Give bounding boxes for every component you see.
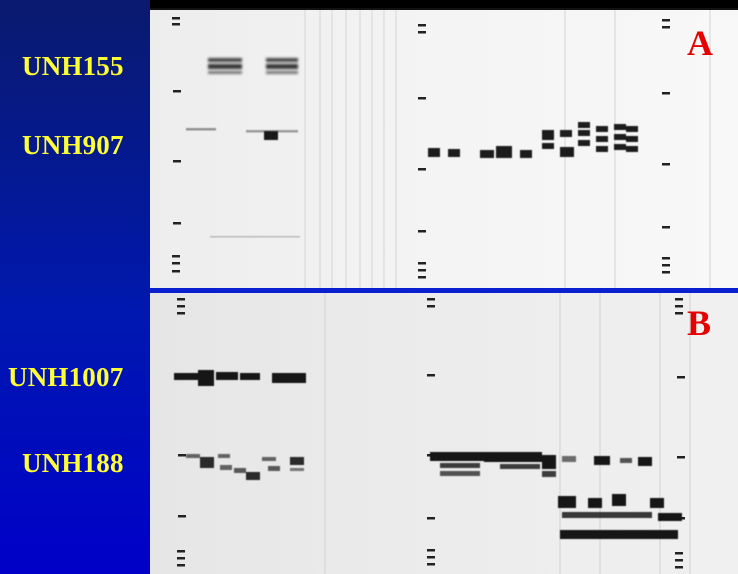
marker-label-unh1007: UNH1007 [8, 362, 124, 392]
marker-label-unh188: UNH188 [22, 448, 124, 478]
panel-a-ladder [172, 17, 670, 279]
panel-label-b: B [687, 303, 712, 343]
unh188-bands-left [186, 454, 304, 480]
marker-label-sidebar: UNH155 UNH907 UNH1007 UNH188 [0, 0, 150, 574]
unh907-bands-left [186, 128, 300, 238]
unh155-bands [208, 58, 298, 74]
unh1007-bands [174, 370, 306, 386]
marker-label-unh907: UNH907 [22, 130, 124, 160]
gel-electrophoresis-image [150, 8, 738, 574]
panel-label-a: A [687, 23, 713, 63]
panel-b-gel [150, 293, 738, 574]
unh907-bands-right [428, 122, 638, 158]
panel-divider [150, 288, 738, 293]
marker-label-unh155: UNH155 [22, 51, 124, 81]
unh188-bands-right [430, 452, 682, 539]
panel-a-gel [150, 8, 738, 288]
